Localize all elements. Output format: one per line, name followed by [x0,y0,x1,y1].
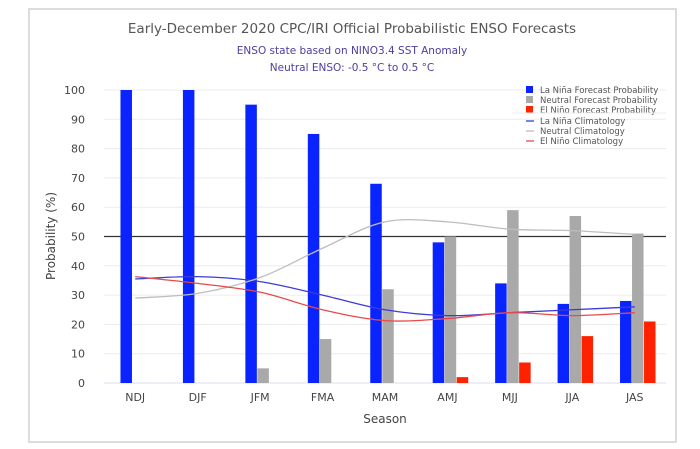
y-tick-label: 50 [71,231,85,244]
bar-la-ni-a-forecast-probabilitydjf [182,90,195,383]
bar-neutral-forecast-probabilityfma [319,339,332,383]
x-axis-label: Season [363,412,407,426]
y-tick-label: 100 [64,84,85,97]
bar-neutral-forecast-probabilityamj [444,236,457,383]
y-tick-label: 40 [71,260,85,273]
y-tick-label: 0 [78,377,85,390]
legend-label: Neutral Forecast Probability [540,96,658,106]
bar-neutral-forecast-probabilityjas [632,233,644,383]
bar-el-ni-o-forecast-probabilitymjj [519,362,531,383]
legend-label: El Niño Climatology [540,137,623,147]
line-el-ni-o-climatology [135,275,635,322]
legend-label: Neutral Climatology [540,127,625,137]
y-tick-label: 10 [71,348,85,361]
bar-la-ni-a-forecast-probabilityndj [120,90,132,383]
chart-subtitle-line-1: ENSO state based on NINO3.4 SST Anomaly [237,45,467,57]
bar-neutral-forecast-probabilitymam [382,289,394,383]
bar-la-ni-a-forecast-probabilityjfm [245,104,257,384]
x-tick-label: AMJ [437,391,457,404]
legend-label: La Niña Climatology [540,117,625,127]
y-tick-label: 20 [71,318,85,331]
bar-neutral-forecast-probabilitymjj [507,210,519,383]
chart-title: Early-December 2020 CPC/IRI Official Pro… [128,21,576,37]
bar-la-ni-a-forecast-probabilitymam [370,183,382,383]
x-tick-label: JJA [564,391,579,404]
y-tick-label: 30 [71,289,85,302]
bar-el-ni-o-forecast-probabilityjas [644,321,656,383]
legend-label: La Niña Forecast Probability [540,86,658,96]
line-neutral-climatology [135,218,635,299]
chart-subtitle-line-2: Neutral ENSO: -0.5 °C to 0.5 °C [270,62,434,74]
x-tick-label: DJF [189,391,207,404]
legend-swatch [526,96,533,103]
y-tick-label: 60 [71,201,85,214]
y-tick-label: 80 [71,143,85,156]
bar-el-ni-o-forecast-probabilityjja [581,336,594,383]
x-tick-label: NDJ [125,391,145,404]
x-tick-label: MAM [372,391,399,404]
x-tick-label: MJJ [502,391,518,404]
bar-la-ni-a-forecast-probabilitymjj [495,283,507,383]
y-tick-label: 70 [71,172,85,185]
bar-la-ni-a-forecast-probabilityamj [432,242,445,383]
bar-neutral-forecast-probabilityjfm [257,368,269,383]
x-tick-label: JAS [625,391,644,404]
legend-swatch [526,86,533,93]
bar-la-ni-a-forecast-probabilityjja [557,303,570,383]
line-la-ni-a-climatology [135,275,635,317]
bar-el-ni-o-forecast-probabilityamj [456,377,469,383]
y-tick-label: 90 [71,113,85,126]
legend-label: El Niño Forecast Probability [540,106,656,116]
bar-la-ni-a-forecast-probabilityfma [307,133,320,383]
bar-neutral-forecast-probabilityjja [569,215,582,383]
y-axis-label: Probability (%) [44,192,58,280]
x-tick-label: JFM [250,391,270,404]
legend-swatch [526,106,533,113]
bar-la-ni-a-forecast-probabilityjas [620,300,632,383]
x-tick-label: FMA [311,391,335,404]
